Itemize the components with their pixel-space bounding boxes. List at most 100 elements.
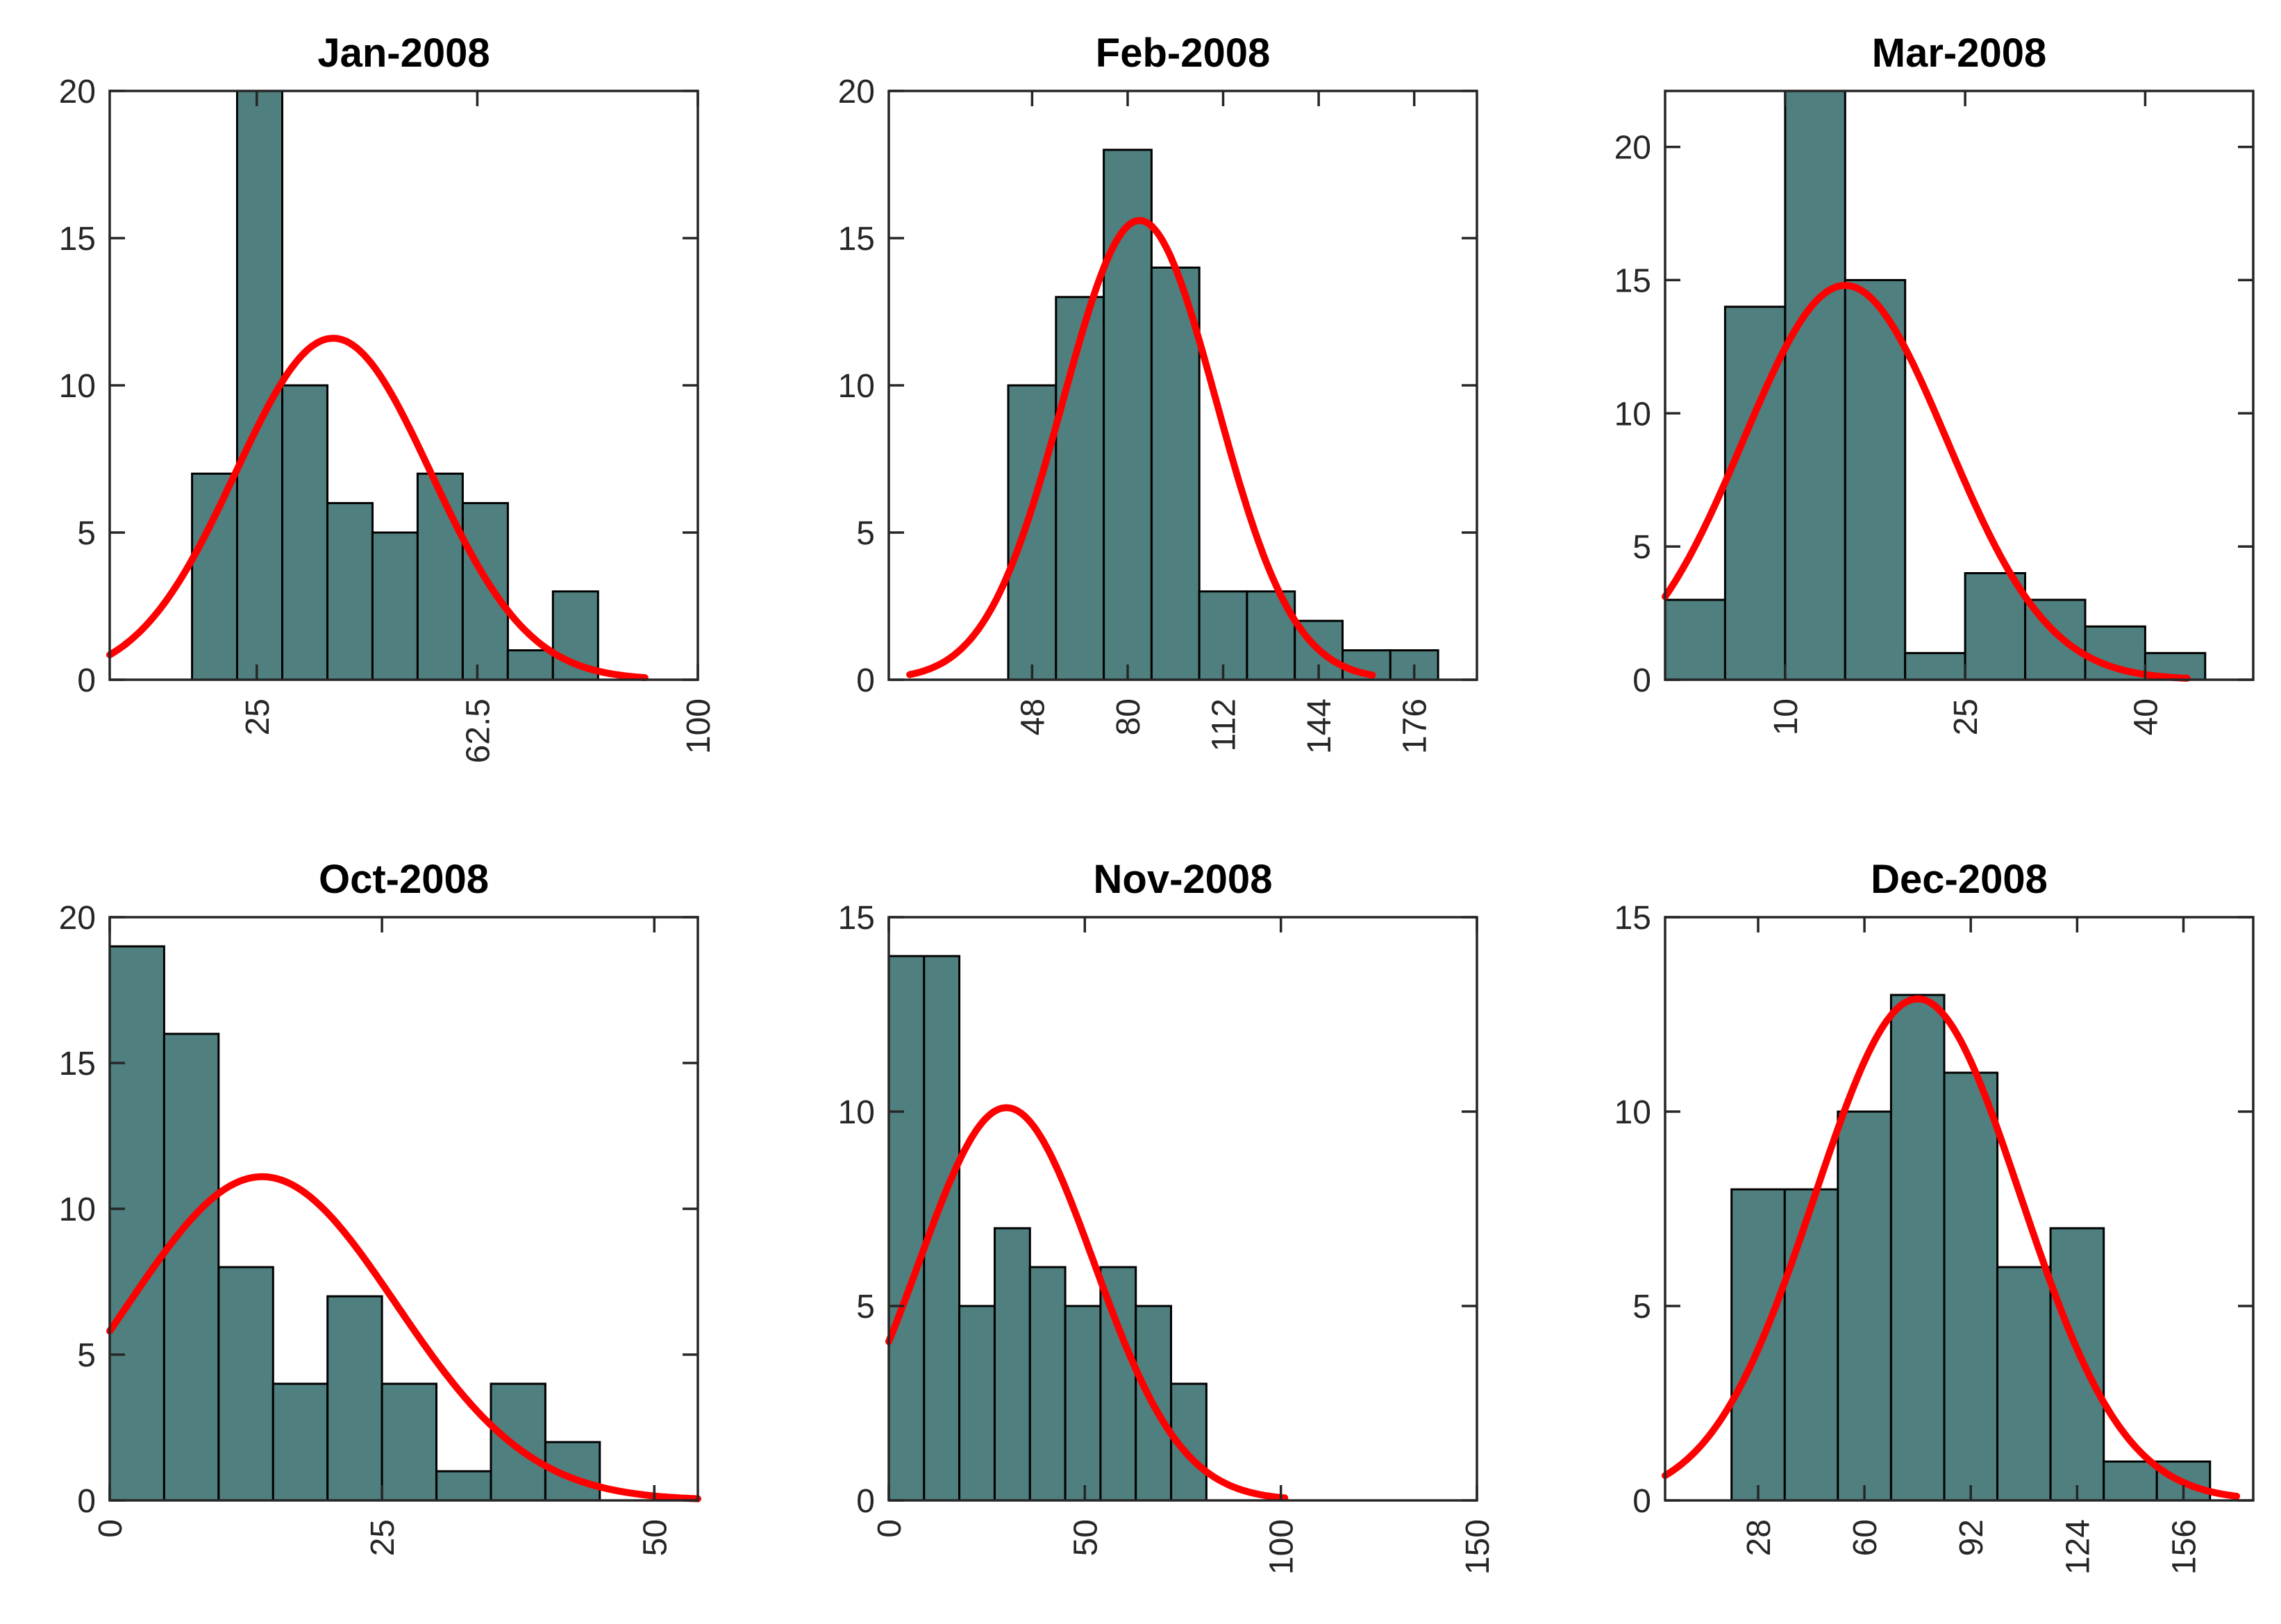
normal-fit-curve (1662, 995, 2241, 1500)
histogram-bar (1844, 278, 1907, 681)
y-tick-label: 20 (59, 900, 96, 937)
histogram-bar (381, 1382, 437, 1502)
y-tick-label: 5 (856, 1289, 875, 1325)
histogram-chart-oct-2008: 0 25 50 0 5 10 15 20 Oct-2008 (59, 857, 701, 1556)
y-tick-label: 5 (1632, 1289, 1651, 1325)
y-tick-label: 20 (838, 74, 875, 110)
y-tick-label: 0 (1632, 1483, 1651, 1520)
histogram-bar (2049, 1227, 2105, 1502)
axis-box (1664, 90, 2255, 681)
histogram-bar (958, 1305, 996, 1502)
subplot-nov-2008: 0 50 100 150 0 5 10 15 Nov-2008 (760, 812, 1521, 1624)
y-tick-label: 0 (77, 662, 96, 699)
y-tick-label: 10 (838, 368, 875, 405)
histogram-bar (236, 90, 283, 681)
histogram-bar (506, 649, 554, 681)
x-tick-label: 144 (1301, 698, 1338, 754)
tick-marks (1665, 91, 2253, 681)
chart-title: Nov-2008 (1094, 857, 1273, 902)
histogram-chart-jan-2008: 25 62.5 100 0 5 10 15 20 Jan-2008 (59, 31, 717, 763)
histogram-chart-feb-2008: 48 80 112 144 176 0 5 10 15 20 Feb-2008 (838, 31, 1478, 754)
x-tick-label: 112 (1206, 698, 1243, 752)
histogram-bar (108, 945, 165, 1502)
normal-fit-curve (1662, 282, 2191, 682)
x-tick-label: 25 (1948, 698, 1985, 735)
x-tick-label: 92 (1953, 1519, 1990, 1556)
chart-title: Dec-2008 (1871, 857, 2048, 902)
x-tick-label: 28 (1741, 1519, 1778, 1556)
histogram-bar (326, 1295, 383, 1502)
axis-box (887, 916, 1478, 1502)
histogram-bars (1664, 90, 2207, 681)
tick-marks (1665, 916, 2253, 1502)
histogram-bar (1837, 1110, 1892, 1502)
histogram-bars (1730, 994, 2212, 1502)
tick-marks (887, 916, 1478, 1502)
histogram-bars (1007, 149, 1439, 681)
histogram-bar (461, 502, 509, 681)
histogram-bar (1664, 598, 1726, 681)
histogram-bars (108, 945, 601, 1502)
histogram-bar (1055, 296, 1105, 681)
y-tick-labels: 0 5 10 15 20 (59, 900, 96, 1520)
subplot-mar-2008: 10 25 40 0 5 10 15 20 Mar-2008 (1521, 0, 2281, 812)
subplot-oct-2008: 0 25 50 0 5 10 15 20 Oct-2008 (0, 812, 760, 1624)
y-tick-label: 5 (77, 515, 96, 552)
histogram-bar (416, 472, 464, 681)
y-tick-label: 15 (59, 1046, 96, 1082)
subplot-dec-2008: 28 60 92 124 156 0 5 10 15 Dec-2008 (1521, 812, 2281, 1624)
histogram-bars (887, 955, 1208, 1502)
y-tick-label: 10 (59, 1191, 96, 1228)
y-tick-label: 0 (1632, 662, 1651, 699)
y-tick-label: 5 (1632, 529, 1651, 566)
x-tick-label: 48 (1014, 698, 1051, 735)
histogram-bar (2103, 1460, 2158, 1502)
x-tick-label: 100 (680, 698, 717, 754)
y-tick-label: 0 (77, 1483, 96, 1520)
y-tick-label: 20 (59, 74, 96, 110)
histogram-bar (1007, 384, 1058, 681)
y-tick-label: 20 (1614, 130, 1651, 167)
y-tick-label: 15 (59, 221, 96, 258)
x-tick-label: 40 (2128, 698, 2164, 735)
histogram-bar (217, 1266, 274, 1502)
normal-fit-curve (906, 217, 1376, 679)
x-tick-labels: 28 60 92 124 156 (1741, 1519, 2203, 1575)
x-tick-label: 176 (1397, 698, 1434, 754)
histogram-bar (994, 1227, 1031, 1502)
histogram-bar (1784, 90, 1846, 681)
histogram-chart-nov-2008: 0 50 100 150 0 5 10 15 Nov-2008 (838, 857, 1496, 1575)
chart-title: Feb-2008 (1096, 31, 1270, 76)
histogram-bar (1028, 1266, 1067, 1502)
histogram-bar (271, 1382, 329, 1502)
y-tick-label: 15 (1614, 262, 1651, 299)
normal-fit-curve (106, 335, 649, 681)
y-tick-label: 5 (856, 515, 875, 552)
histogram-bar (1964, 572, 2026, 681)
x-tick-label: 124 (2059, 1519, 2096, 1575)
tick-marks (110, 90, 699, 681)
y-tick-label: 10 (59, 368, 96, 405)
histogram-bar (1064, 1305, 1102, 1502)
y-tick-label: 0 (856, 662, 875, 699)
x-tick-labels: 10 25 40 (1768, 698, 2165, 735)
x-tick-label: 10 (1768, 698, 1805, 735)
tick-marks (108, 916, 698, 1502)
x-tick-label: 156 (2166, 1519, 2203, 1575)
histogram-chart-dec-2008: 28 60 92 124 156 0 5 10 15 Dec-2008 (1614, 857, 2255, 1575)
histogram-bar (1889, 994, 1946, 1502)
histogram-bars (191, 90, 599, 681)
x-tick-label: 100 (1264, 1519, 1301, 1575)
histogram-bar (1943, 1071, 1999, 1502)
subplot-feb-2008: 48 80 112 144 176 0 5 10 15 20 Feb-2008 (760, 0, 1521, 812)
y-tick-label: 15 (838, 221, 875, 258)
chart-title: Mar-2008 (1872, 31, 2046, 76)
x-tick-label: 150 (1460, 1519, 1496, 1575)
histogram-chart-mar-2008: 10 25 40 0 5 10 15 20 Mar-2008 (1614, 31, 2255, 735)
x-tick-label: 25 (365, 1519, 401, 1556)
y-tick-labels: 0 5 10 15 20 (838, 74, 875, 699)
axis-box (1664, 916, 2255, 1502)
chart-title: Oct-2008 (319, 857, 489, 902)
x-tick-label: 80 (1110, 698, 1147, 735)
histogram-bar (281, 384, 328, 681)
